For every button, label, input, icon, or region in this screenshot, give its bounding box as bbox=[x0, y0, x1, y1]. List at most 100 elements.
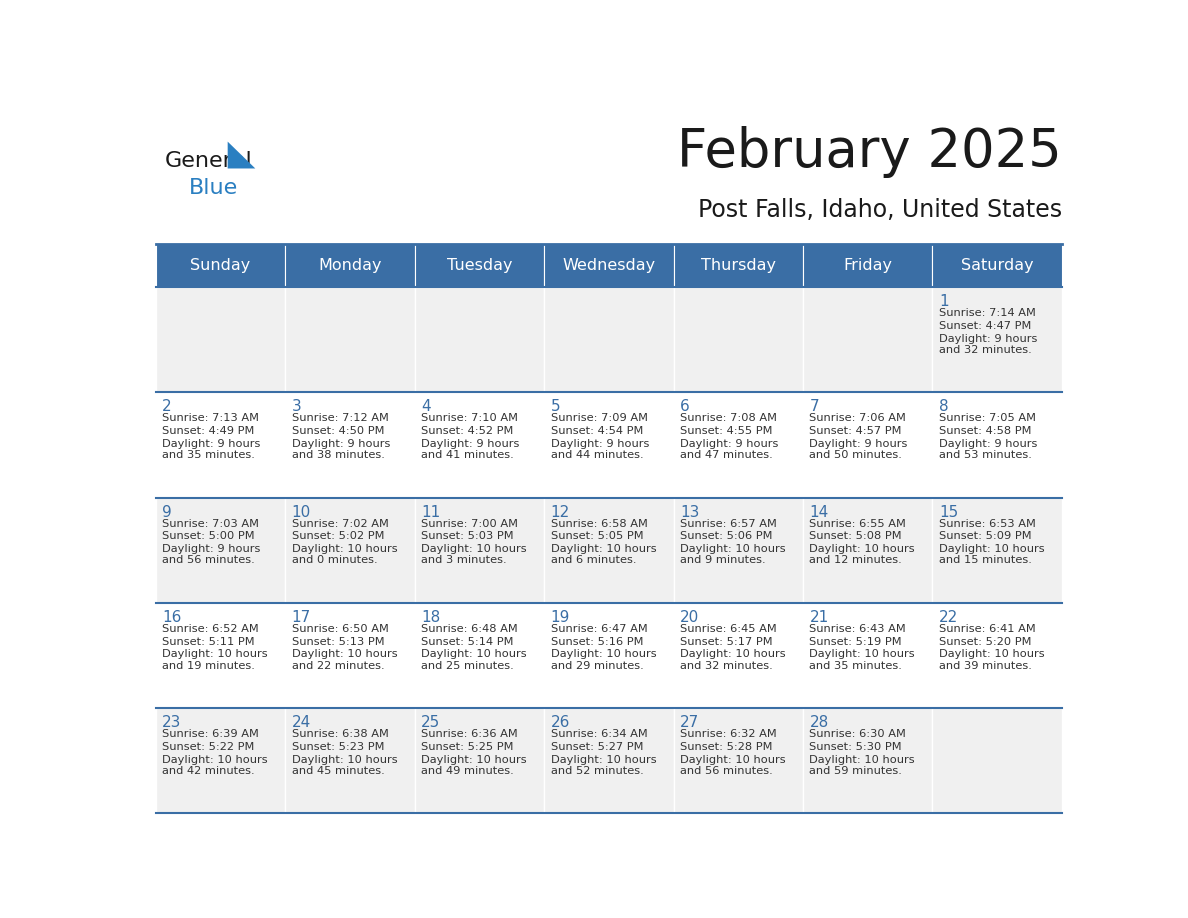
Text: Sunset: 5:23 PM: Sunset: 5:23 PM bbox=[292, 742, 384, 752]
Text: Sunrise: 6:45 AM: Sunrise: 6:45 AM bbox=[680, 624, 777, 634]
Text: Sunrise: 6:55 AM: Sunrise: 6:55 AM bbox=[809, 519, 906, 529]
Text: Daylight: 10 hours: Daylight: 10 hours bbox=[680, 755, 785, 765]
Text: Sunrise: 6:50 AM: Sunrise: 6:50 AM bbox=[292, 624, 388, 634]
Text: Sunrise: 7:12 AM: Sunrise: 7:12 AM bbox=[292, 413, 388, 423]
Text: 21: 21 bbox=[809, 610, 829, 625]
Bar bbox=[285, 244, 415, 286]
Bar bbox=[415, 392, 544, 498]
Text: Post Falls, Idaho, United States: Post Falls, Idaho, United States bbox=[697, 197, 1062, 222]
Text: 6: 6 bbox=[680, 399, 690, 414]
Text: Sunrise: 6:34 AM: Sunrise: 6:34 AM bbox=[550, 730, 647, 739]
Bar bbox=[933, 603, 1062, 708]
Text: Daylight: 10 hours: Daylight: 10 hours bbox=[809, 650, 915, 659]
Bar bbox=[933, 392, 1062, 498]
Text: Tuesday: Tuesday bbox=[447, 258, 512, 274]
Text: Daylight: 9 hours: Daylight: 9 hours bbox=[939, 333, 1037, 343]
Bar bbox=[674, 498, 803, 603]
Bar bbox=[156, 603, 285, 708]
Text: and 35 minutes.: and 35 minutes. bbox=[809, 661, 903, 671]
Text: 19: 19 bbox=[550, 610, 570, 625]
Text: Sunrise: 7:05 AM: Sunrise: 7:05 AM bbox=[939, 413, 1036, 423]
Text: Saturday: Saturday bbox=[961, 258, 1034, 274]
Text: 15: 15 bbox=[939, 505, 958, 520]
Text: and 59 minutes.: and 59 minutes. bbox=[809, 767, 903, 776]
Polygon shape bbox=[228, 141, 255, 169]
Text: and 9 minutes.: and 9 minutes. bbox=[680, 555, 765, 565]
Text: Sunrise: 6:30 AM: Sunrise: 6:30 AM bbox=[809, 730, 906, 739]
Text: Sunset: 5:20 PM: Sunset: 5:20 PM bbox=[939, 637, 1031, 647]
Text: Sunset: 5:30 PM: Sunset: 5:30 PM bbox=[809, 742, 902, 752]
Text: Sunset: 5:16 PM: Sunset: 5:16 PM bbox=[550, 637, 643, 647]
Bar bbox=[803, 244, 933, 286]
Bar bbox=[156, 392, 285, 498]
Bar bbox=[803, 392, 933, 498]
Text: Sunset: 5:08 PM: Sunset: 5:08 PM bbox=[809, 532, 902, 542]
Text: and 35 minutes.: and 35 minutes. bbox=[163, 450, 255, 460]
Text: Sunrise: 7:08 AM: Sunrise: 7:08 AM bbox=[680, 413, 777, 423]
Text: and 38 minutes.: and 38 minutes. bbox=[292, 450, 385, 460]
Text: Daylight: 10 hours: Daylight: 10 hours bbox=[422, 755, 526, 765]
Text: Sunrise: 6:48 AM: Sunrise: 6:48 AM bbox=[422, 624, 518, 634]
Text: Daylight: 10 hours: Daylight: 10 hours bbox=[422, 544, 526, 554]
Text: Sunset: 4:52 PM: Sunset: 4:52 PM bbox=[422, 426, 513, 436]
Bar bbox=[803, 708, 933, 813]
Text: Sunset: 5:13 PM: Sunset: 5:13 PM bbox=[292, 637, 385, 647]
Text: and 6 minutes.: and 6 minutes. bbox=[550, 555, 636, 565]
Text: Sunset: 4:55 PM: Sunset: 4:55 PM bbox=[680, 426, 772, 436]
Text: and 15 minutes.: and 15 minutes. bbox=[939, 555, 1031, 565]
Text: Sunrise: 6:36 AM: Sunrise: 6:36 AM bbox=[422, 730, 518, 739]
Text: Sunrise: 6:39 AM: Sunrise: 6:39 AM bbox=[163, 730, 259, 739]
Text: Daylight: 10 hours: Daylight: 10 hours bbox=[550, 544, 656, 554]
Bar bbox=[933, 244, 1062, 286]
Text: Daylight: 10 hours: Daylight: 10 hours bbox=[939, 544, 1044, 554]
Text: and 44 minutes.: and 44 minutes. bbox=[550, 450, 643, 460]
Text: and 39 minutes.: and 39 minutes. bbox=[939, 661, 1031, 671]
Text: 17: 17 bbox=[292, 610, 311, 625]
Bar bbox=[674, 708, 803, 813]
Text: Sunrise: 7:13 AM: Sunrise: 7:13 AM bbox=[163, 413, 259, 423]
Bar bbox=[285, 708, 415, 813]
Text: 2: 2 bbox=[163, 399, 172, 414]
Text: and 29 minutes.: and 29 minutes. bbox=[550, 661, 644, 671]
Bar bbox=[803, 603, 933, 708]
Text: Blue: Blue bbox=[189, 178, 239, 198]
Text: Sunset: 5:27 PM: Sunset: 5:27 PM bbox=[550, 742, 643, 752]
Bar bbox=[415, 244, 544, 286]
Text: 18: 18 bbox=[422, 610, 441, 625]
Text: 24: 24 bbox=[292, 715, 311, 730]
Bar bbox=[285, 498, 415, 603]
Text: Daylight: 10 hours: Daylight: 10 hours bbox=[680, 650, 785, 659]
Text: and 32 minutes.: and 32 minutes. bbox=[680, 661, 772, 671]
Text: Daylight: 9 hours: Daylight: 9 hours bbox=[809, 439, 908, 449]
Text: Sunrise: 7:00 AM: Sunrise: 7:00 AM bbox=[422, 519, 518, 529]
Text: Daylight: 10 hours: Daylight: 10 hours bbox=[680, 544, 785, 554]
Bar bbox=[544, 244, 674, 286]
Text: Sunrise: 7:09 AM: Sunrise: 7:09 AM bbox=[550, 413, 647, 423]
Bar bbox=[544, 708, 674, 813]
Text: 4: 4 bbox=[422, 399, 431, 414]
Text: and 19 minutes.: and 19 minutes. bbox=[163, 661, 255, 671]
Text: and 32 minutes.: and 32 minutes. bbox=[939, 345, 1031, 355]
Text: 25: 25 bbox=[422, 715, 441, 730]
Bar bbox=[156, 708, 285, 813]
Text: 22: 22 bbox=[939, 610, 958, 625]
Text: Wednesday: Wednesday bbox=[562, 258, 656, 274]
Text: Sunrise: 6:52 AM: Sunrise: 6:52 AM bbox=[163, 624, 259, 634]
Text: Daylight: 10 hours: Daylight: 10 hours bbox=[292, 544, 397, 554]
Text: Sunset: 5:25 PM: Sunset: 5:25 PM bbox=[422, 742, 513, 752]
Text: 27: 27 bbox=[680, 715, 700, 730]
Text: Monday: Monday bbox=[318, 258, 381, 274]
Text: Sunset: 5:05 PM: Sunset: 5:05 PM bbox=[550, 532, 643, 542]
Text: Sunrise: 6:53 AM: Sunrise: 6:53 AM bbox=[939, 519, 1036, 529]
Text: Sunset: 5:02 PM: Sunset: 5:02 PM bbox=[292, 532, 384, 542]
Text: 10: 10 bbox=[292, 505, 311, 520]
Text: Daylight: 10 hours: Daylight: 10 hours bbox=[292, 650, 397, 659]
Text: Sunset: 5:06 PM: Sunset: 5:06 PM bbox=[680, 532, 772, 542]
Text: Sunset: 4:47 PM: Sunset: 4:47 PM bbox=[939, 320, 1031, 330]
Text: 8: 8 bbox=[939, 399, 948, 414]
Bar bbox=[544, 603, 674, 708]
Bar bbox=[544, 286, 674, 392]
Bar bbox=[674, 244, 803, 286]
Text: Sunrise: 6:41 AM: Sunrise: 6:41 AM bbox=[939, 624, 1036, 634]
Text: 3: 3 bbox=[292, 399, 302, 414]
